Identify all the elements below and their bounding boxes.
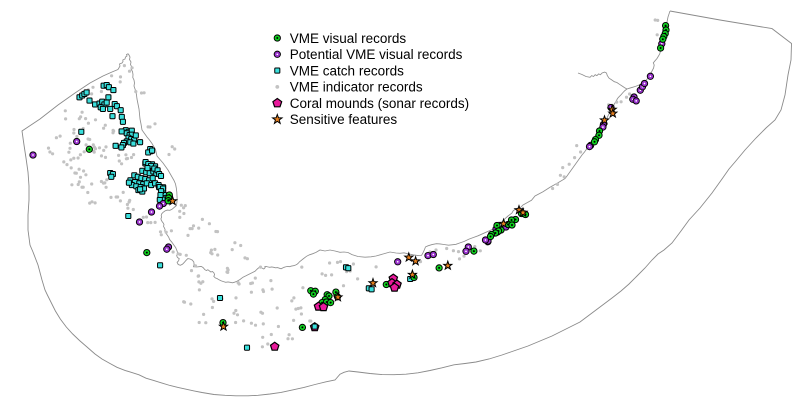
- svg-text:Coral mounds (sonar records): Coral mounds (sonar records): [290, 96, 469, 111]
- svg-text:Potential VME visual records: Potential VME visual records: [290, 47, 463, 62]
- svg-text:Sensitive features: Sensitive features: [290, 112, 398, 127]
- svg-text:VME indicator records: VME indicator records: [290, 80, 423, 95]
- svg-text:VME catch records: VME catch records: [290, 63, 404, 78]
- svg-text:VME visual records: VME visual records: [290, 31, 407, 46]
